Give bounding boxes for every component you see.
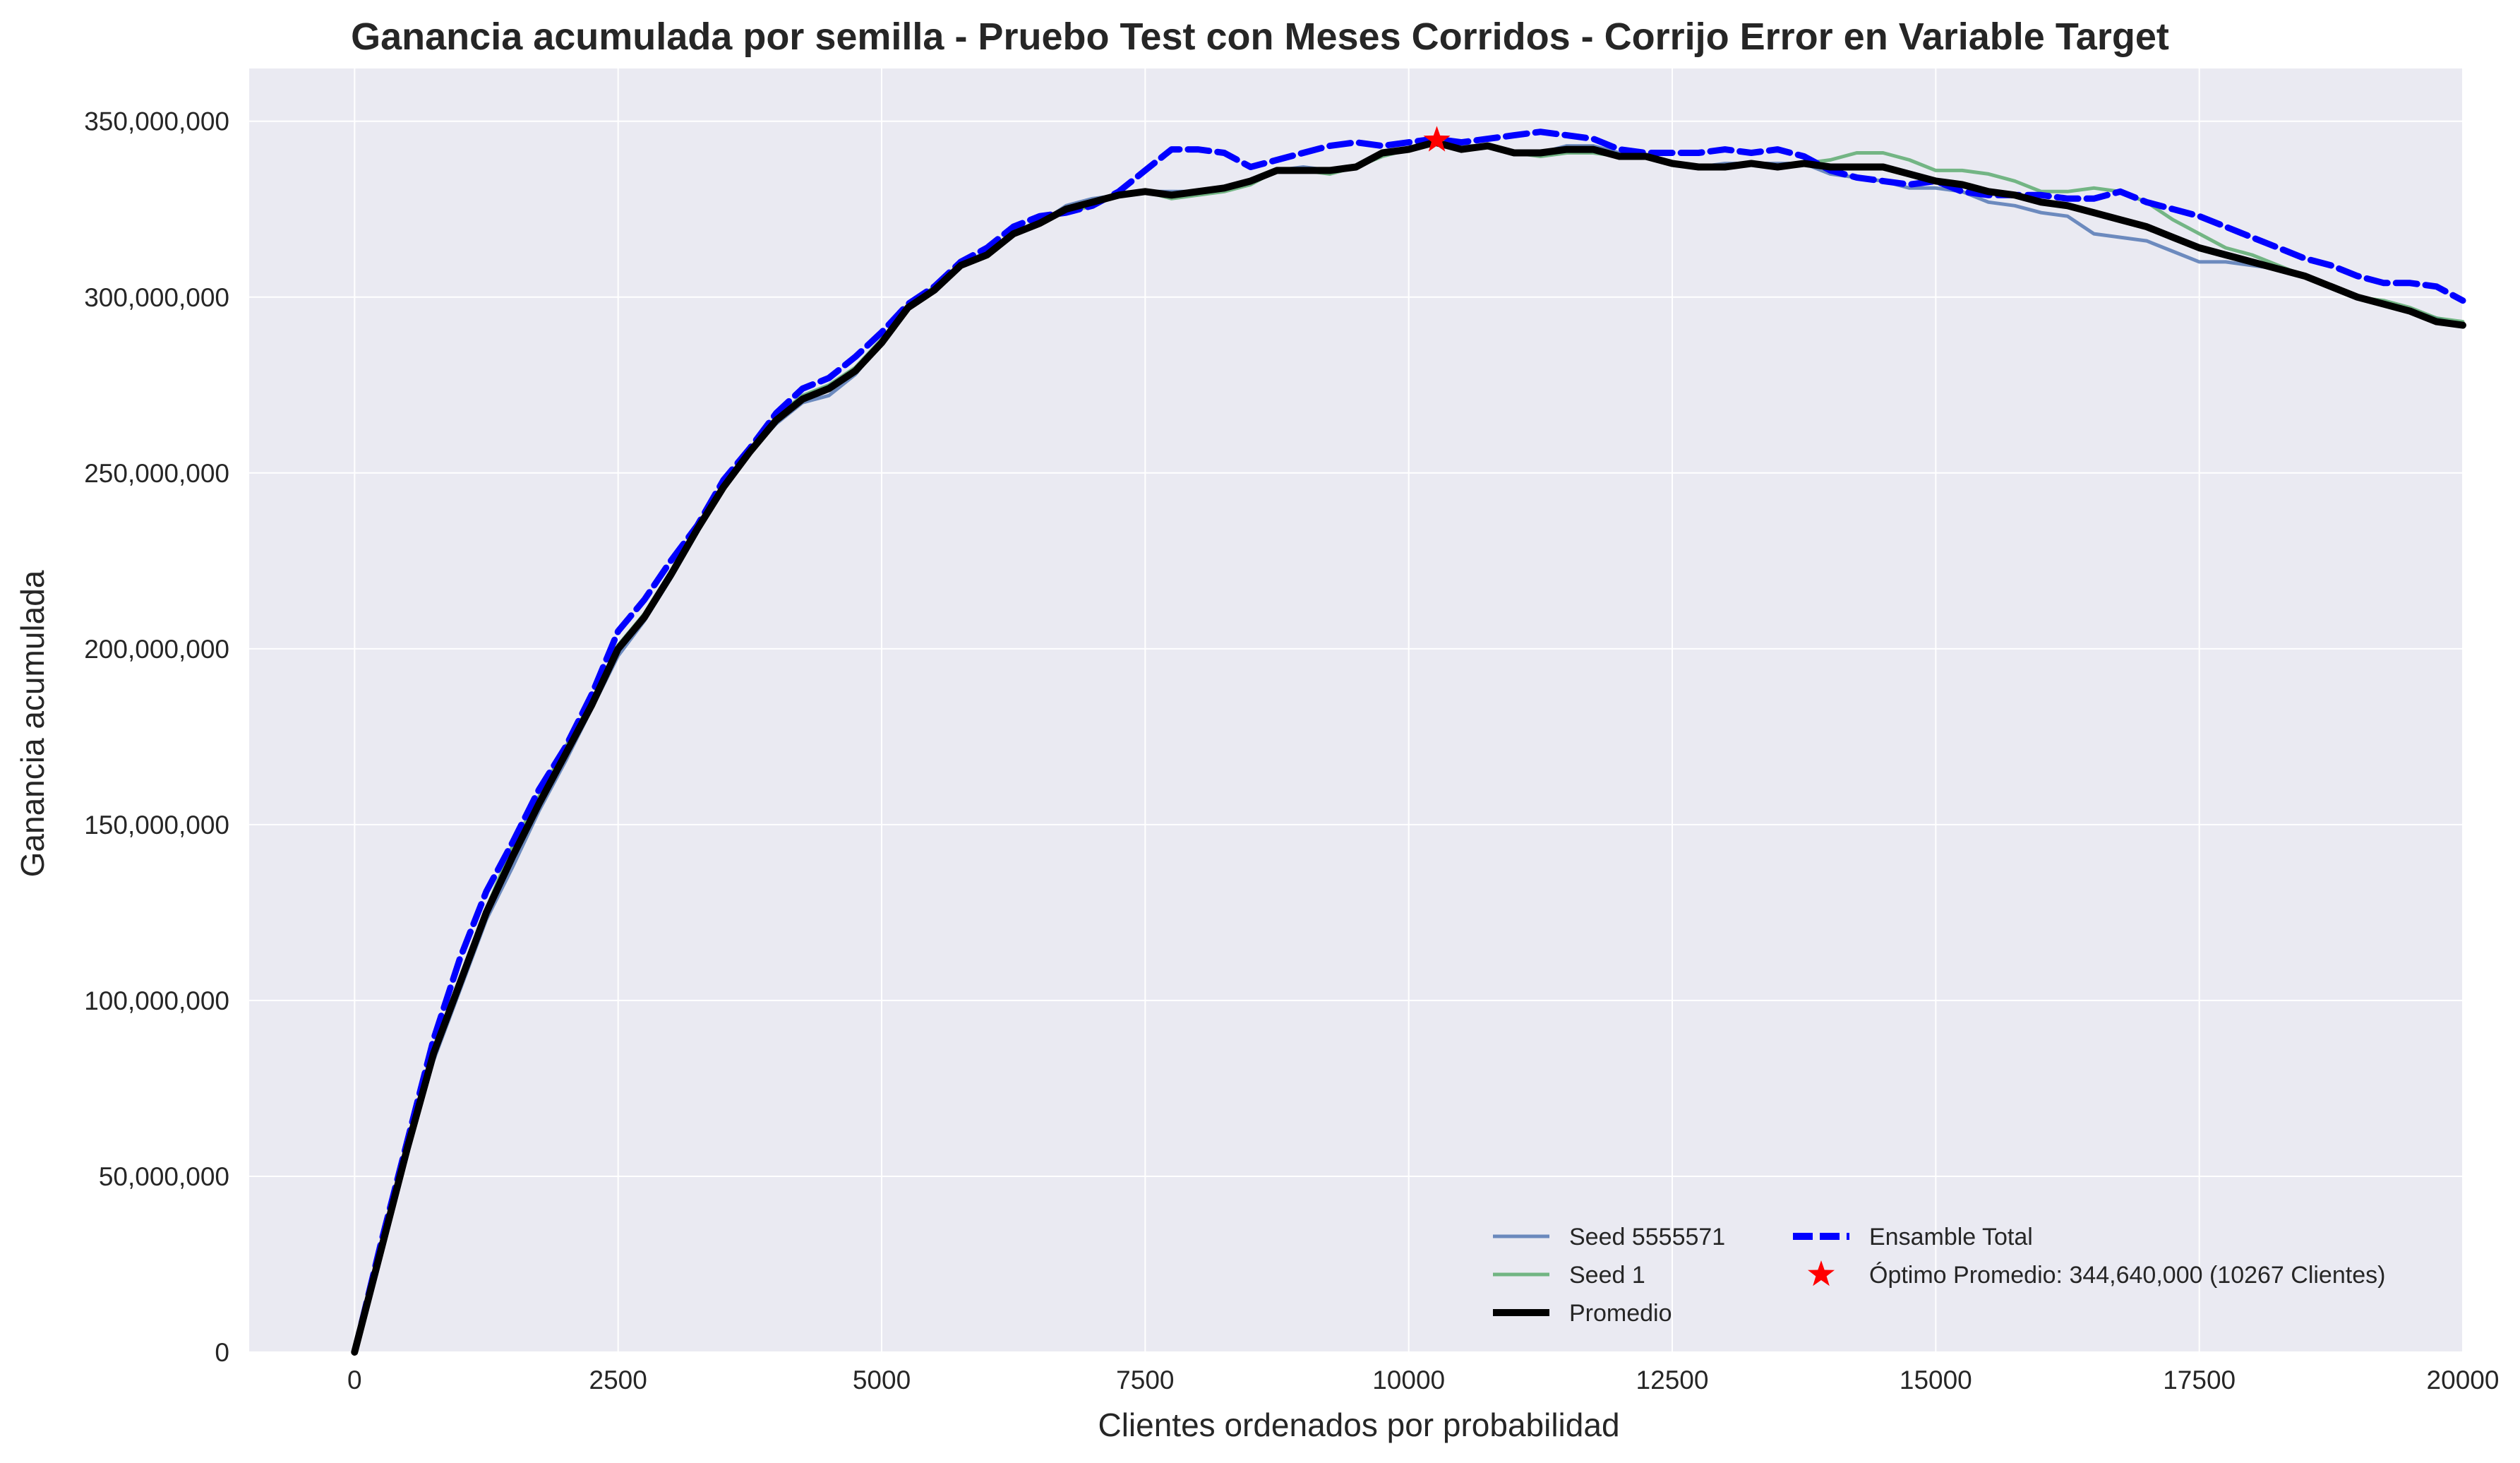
x-tick-label: 17500: [2163, 1366, 2236, 1395]
y-tick-label: 350,000,000: [84, 107, 229, 136]
x-axis-ticks: 0 2500 5000 7500 10000 12500 15000 17500 20000: [347, 1366, 2499, 1395]
series-lines: [351, 129, 2466, 1356]
x-tick-label: 12500: [1636, 1366, 1709, 1395]
legend-star-icon: [1808, 1260, 1835, 1286]
series-line-promedio: [351, 138, 2466, 1356]
y-axis-label: Ganancia acumulada: [14, 570, 51, 877]
x-tick-label: 20000: [2427, 1366, 2500, 1395]
y-tick-label: 250,000,000: [84, 459, 229, 488]
legend-label: Seed 5555571: [1569, 1224, 1725, 1250]
y-axis-ticks: 0 50,000,000 100,000,000 150,000,000 200,000…: [84, 107, 229, 1367]
y-tick-label: 150,000,000: [84, 811, 229, 840]
x-tick-label: 7500: [1116, 1366, 1174, 1395]
y-tick-label: 50,000,000: [99, 1162, 229, 1191]
annotations: [1423, 126, 1451, 152]
x-tick-label: 5000: [853, 1366, 911, 1395]
y-tick-label: 100,000,000: [84, 986, 229, 1015]
x-tick-label: 0: [347, 1366, 362, 1395]
optimum-star-marker: [1423, 126, 1451, 152]
x-tick-label: 15000: [1900, 1366, 1972, 1395]
legend-label: Óptimo Promedio: 344,640,000 (10267 Clie…: [1869, 1262, 2385, 1289]
grid: [249, 68, 2464, 1353]
x-axis-label: Clientes ordenados por probabilidad: [1098, 1407, 1619, 1443]
legend-label: Promedio: [1569, 1300, 1672, 1327]
x-tick-label: 10000: [1372, 1366, 1445, 1395]
x-tick-label: 2500: [589, 1366, 647, 1395]
legend-label: Seed 1: [1569, 1262, 1645, 1289]
y-tick-label: 0: [215, 1338, 229, 1367]
legend: Seed 5555571 Seed 1 Promedio Ensamble Total…: [1493, 1224, 2385, 1327]
chart-title: Ganancia acumulada por semilla - Pruebo …: [351, 16, 2169, 58]
y-tick-label: 200,000,000: [84, 635, 229, 664]
y-tick-label: 300,000,000: [84, 283, 229, 312]
legend-label: Ensamble Total: [1869, 1224, 2033, 1250]
